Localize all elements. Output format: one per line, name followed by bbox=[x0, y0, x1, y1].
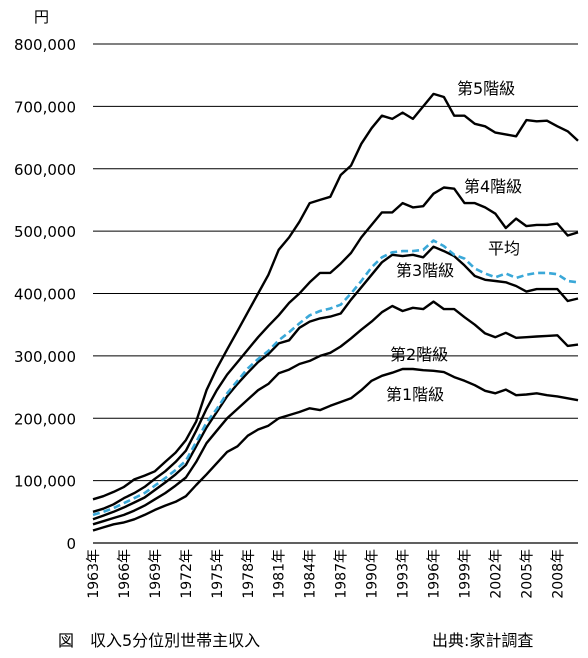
y-tick-label: 300,000 bbox=[14, 348, 76, 366]
y-tick-label: 600,000 bbox=[14, 161, 76, 179]
series-label: 平均 bbox=[488, 239, 520, 258]
series-label: 第2階級 bbox=[390, 345, 448, 364]
x-tick-label: 2008年 bbox=[550, 549, 566, 599]
series-line bbox=[92, 186, 579, 513]
series-label: 第5階級 bbox=[457, 79, 515, 98]
x-tick-label: 1963年 bbox=[86, 549, 102, 599]
y-tick-label: 100,000 bbox=[14, 473, 76, 491]
series-label: 第3階級 bbox=[396, 261, 454, 280]
y-axis-unit-label: 円 bbox=[34, 8, 49, 26]
series-line bbox=[92, 300, 579, 526]
series-label: 第1階級 bbox=[386, 385, 444, 404]
x-axis-tick-labels: 1963年 1966年 1969年 1972年 1975年 1978年 1981年 1984年… bbox=[86, 549, 566, 599]
series-label: 第4階級 bbox=[464, 177, 522, 196]
x-tick-label: 1981年 bbox=[272, 549, 288, 599]
x-tick-label: 1990年 bbox=[365, 549, 381, 599]
figure-caption: 図 収入5分位別世帯主収入 bbox=[58, 631, 261, 650]
series-line bbox=[92, 367, 579, 532]
x-tick-label: 1972年 bbox=[179, 549, 195, 599]
x-tick-label: 1996年 bbox=[427, 549, 443, 599]
x-tick-label: 2002年 bbox=[488, 549, 504, 599]
x-tick-label: 1999年 bbox=[457, 549, 473, 599]
series-line bbox=[92, 92, 579, 501]
y-tick-label: 700,000 bbox=[14, 98, 76, 116]
x-tick-label: 1966年 bbox=[117, 549, 133, 599]
series-lines bbox=[92, 92, 579, 532]
series-line bbox=[92, 245, 579, 521]
grid-lines bbox=[93, 43, 578, 482]
x-tick-label: 1969年 bbox=[148, 549, 164, 599]
x-tick-label: 1987年 bbox=[334, 549, 350, 599]
y-tick-label: 500,000 bbox=[14, 223, 76, 241]
y-tick-label: 200,000 bbox=[14, 410, 76, 428]
x-tick-label: 1978年 bbox=[241, 549, 257, 599]
x-tick-label: 2005年 bbox=[519, 549, 535, 599]
y-tick-label: 400,000 bbox=[14, 286, 76, 304]
source-note: 出典:家計調査 bbox=[432, 631, 534, 650]
series-line bbox=[92, 239, 579, 517]
x-tick-label: 1975年 bbox=[210, 549, 226, 599]
x-tick-label: 1993年 bbox=[396, 549, 412, 599]
y-tick-label: 0 bbox=[66, 535, 76, 553]
x-tick-label: 1984年 bbox=[303, 549, 319, 599]
series-labels: 第1階級 第2階級 第3階級 平均 第4階級 第5階級 bbox=[386, 79, 522, 404]
y-axis-tick-labels: 0 100,000 200,000 300,000 400,000 500,000 600,… bbox=[14, 36, 76, 553]
y-tick-label: 800,000 bbox=[14, 36, 76, 54]
